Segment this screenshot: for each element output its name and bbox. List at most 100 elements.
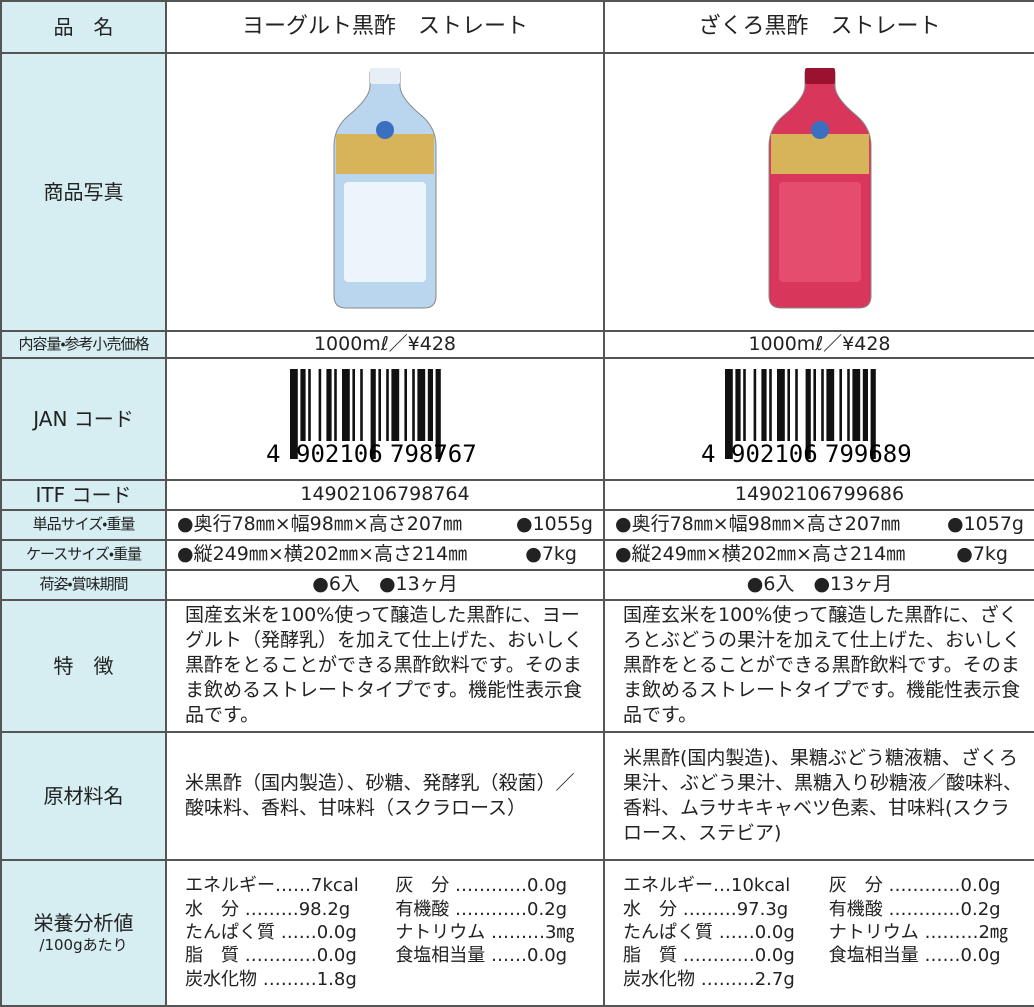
bar bbox=[435, 369, 441, 460]
bottle-band bbox=[336, 133, 434, 174]
bar bbox=[417, 369, 426, 442]
nutrition-item: 脂 質 …………0.0g bbox=[185, 945, 357, 967]
shelf-life: ●13ヶ月 bbox=[378, 573, 458, 596]
bar bbox=[846, 369, 850, 442]
feature-text: 国産玄米を100%使って醸造した黒酢に、ヨーグルト（発酵乳）を加えて仕上げた、お… bbox=[185, 603, 584, 727]
table-row: 原材料名 米黒酢（国内製造）、砂糖、発酵乳（殺菌）／酸味料、香料、甘味料（スクラロ… bbox=[0, 730, 1034, 861]
nutrition-sub: /100gあたり bbox=[39, 935, 128, 954]
cell bbox=[165, 52, 605, 332]
nutrition-item: 水 分 ………97.3g bbox=[623, 898, 789, 920]
case-spec: ●縦249㎜×横202㎜×高さ214㎜ ●7kg bbox=[173, 542, 597, 567]
bottle-label bbox=[778, 181, 861, 282]
bottle-badge bbox=[376, 120, 394, 139]
nutrition-item: 脂 質 …………0.0g bbox=[623, 945, 795, 967]
table-row: 内容量・参考小売価格 1000mℓ／¥428 1000mℓ／¥428 bbox=[0, 330, 1034, 359]
table-row: JAN コード 4 902106 798767 4 902106 799689 bbox=[0, 356, 1034, 481]
cell: エネルギー……7kcal 灰 分 …………0.0g 水 分 ………98.2g 有機酸 … bbox=[165, 858, 605, 1007]
case-size: ●縦249㎜×横202㎜×高さ214㎜ bbox=[177, 543, 468, 566]
cell: エネルギー…10kcal 灰 分 …………0.0g 水 分 ………97.3g 有機酸 … bbox=[603, 858, 1034, 1007]
cell: ●奥行78㎜×幅98㎜×高さ207㎜ ●1055g bbox=[165, 508, 605, 541]
bar bbox=[352, 369, 355, 442]
bar bbox=[391, 369, 400, 442]
feature-text: 国産玄米を100%使って醸造した黒酢に、ざくろとぶどうの果汁を加えて仕上げた、お… bbox=[623, 603, 1022, 727]
nutrition-item: エネルギー…10kcal bbox=[623, 875, 791, 897]
nutrition-grid: エネルギー……7kcal 灰 分 …………0.0g 水 分 ………98.2g 有機酸 … bbox=[173, 874, 597, 991]
itf-code: 14902106799686 bbox=[734, 483, 905, 506]
product-photo bbox=[333, 67, 437, 309]
table-row: 栄養分析値/100gあたり エネルギー……7kcal 灰 分 …………0.0g 水 分… bbox=[0, 858, 1034, 1007]
row-label: 品 名 bbox=[0, 0, 167, 54]
cell: 国産玄米を100%使って醸造した黒酢に、ヨーグルト（発酵乳）を加えて仕上げた、お… bbox=[165, 598, 605, 733]
cell: ●6入 ●13ヶ月 bbox=[165, 568, 605, 601]
nutrition-item: 灰 分 …………0.0g bbox=[828, 875, 1001, 897]
table-row: ケースサイズ・重量 ●縦249㎜×横202㎜×高さ214㎜ ●7kg ●縦249㎜×横… bbox=[0, 538, 1034, 571]
bar bbox=[334, 369, 337, 442]
bar bbox=[786, 369, 790, 442]
bar bbox=[342, 369, 350, 442]
cell: 米黒酢(国内製造)、果糖ぶどう糖液糖、ざくろ果汁、ぶどう果汁、黒糖入り砂糖液／酸… bbox=[603, 730, 1034, 861]
row-label: 栄養分析値/100gあたり bbox=[0, 858, 167, 1007]
cell: 14902106798764 bbox=[165, 478, 605, 511]
product-name: ヨーグルト黒酢 ストレート bbox=[165, 0, 605, 54]
bar bbox=[742, 369, 746, 442]
unit-size: ●奥行78㎜×幅98㎜×高さ207㎜ bbox=[615, 513, 901, 536]
bottle-label bbox=[344, 181, 426, 282]
cell: 国産玄米を100%使って醸造した黒酢に、ざくろとぶどうの果汁を加えて仕上げた、お… bbox=[603, 598, 1034, 733]
unit-weight: ●1057g bbox=[947, 513, 1024, 536]
bar bbox=[290, 369, 298, 460]
bar bbox=[318, 369, 322, 442]
pack-count: ●6入 bbox=[746, 573, 795, 596]
barcode-digits: 798767 bbox=[390, 440, 477, 465]
ingredients-text: 米黒酢（国内製造）、砂糖、発酵乳（殺菌）／酸味料、香料、甘味料（スクラロース） bbox=[185, 771, 575, 819]
nutrition-grid: エネルギー…10kcal 灰 分 …………0.0g 水 分 ………97.3g 有機酸 … bbox=[611, 874, 1028, 991]
cell: ●奥行78㎜×幅98㎜×高さ207㎜ ●1057g bbox=[603, 508, 1034, 541]
cell: ●6入 ●13ヶ月 bbox=[603, 568, 1034, 601]
volume-price: 1000mℓ／¥428 bbox=[748, 333, 891, 355]
bar bbox=[734, 369, 741, 442]
cell: 1000mℓ／¥428 bbox=[603, 330, 1034, 359]
product-photo bbox=[768, 67, 871, 309]
bar bbox=[300, 369, 306, 442]
nutrition-item: 炭水化物 ………2.7g bbox=[623, 968, 795, 990]
itf-code: 14902106798764 bbox=[300, 483, 470, 506]
cell: ●縦249㎜×横202㎜×高さ214㎜ ●7kg bbox=[165, 538, 605, 571]
bottle-cap bbox=[804, 67, 835, 84]
barcode: 4 902106 799689 bbox=[701, 369, 912, 468]
bar bbox=[427, 369, 433, 442]
bar bbox=[404, 369, 407, 442]
bar bbox=[326, 369, 332, 442]
product-name: ざくろ黒酢 ストレート bbox=[603, 0, 1034, 54]
nutrition-item: 炭水化物 ………1.8g bbox=[185, 968, 357, 990]
cell: 4 902106 798767 bbox=[165, 356, 605, 481]
unit-spec: ●奥行78㎜×幅98㎜×高さ207㎜ ●1057g bbox=[611, 512, 1028, 537]
ingredients-text: 米黒酢(国内製造)、果糖ぶどう糖液糖、ざくろ果汁、ぶどう果汁、黒糖入り砂糖液／酸… bbox=[623, 746, 1023, 844]
barcode-digits: 799689 bbox=[825, 440, 912, 465]
nutrition-item: 食塩相当量 ……0.0g bbox=[828, 945, 1001, 967]
row-label: ITF コード bbox=[0, 478, 167, 511]
case-size: ●縦249㎜×横202㎜×高さ214㎜ bbox=[615, 543, 906, 566]
nutrition-item: エネルギー……7kcal bbox=[185, 875, 359, 897]
barcode-digits: 4 bbox=[701, 440, 715, 465]
bar bbox=[768, 369, 772, 442]
table-row: 商品写真 bbox=[0, 52, 1034, 332]
bar bbox=[812, 369, 816, 442]
cell: 米黒酢（国内製造）、砂糖、発酵乳（殺菌）／酸味料、香料、甘味料（スクラロース） bbox=[165, 730, 605, 861]
bar bbox=[838, 369, 842, 442]
barcode-digits: 4 bbox=[266, 440, 280, 465]
row-label: 単品サイズ・重量 bbox=[0, 508, 167, 541]
row-label: ケースサイズ・重量 bbox=[0, 538, 167, 571]
bar bbox=[760, 369, 767, 442]
unit-size: ●奥行78㎜×幅98㎜×高さ207㎜ bbox=[177, 513, 463, 536]
nutrition-item: 食塩相当量 ……0.0g bbox=[395, 945, 568, 967]
barcode: 4 902106 798767 bbox=[266, 369, 477, 468]
cell bbox=[603, 52, 1034, 332]
unit-spec: ●奥行78㎜×幅98㎜×高さ207㎜ ●1055g bbox=[173, 512, 597, 537]
cell: ●縦249㎜×横202㎜×高さ214㎜ ●7kg bbox=[603, 538, 1034, 571]
bar bbox=[378, 369, 381, 442]
nutrition-item: 有機酸 …………0.2g bbox=[395, 898, 568, 920]
nutrition-item: たんぱく質 ……0.0g bbox=[623, 921, 795, 943]
row-label: 荷姿・賞味期間 bbox=[0, 568, 167, 601]
bar bbox=[776, 369, 785, 442]
barcode-digits: 902106 bbox=[731, 440, 818, 465]
shelf-life: ●13ヶ月 bbox=[813, 573, 893, 596]
